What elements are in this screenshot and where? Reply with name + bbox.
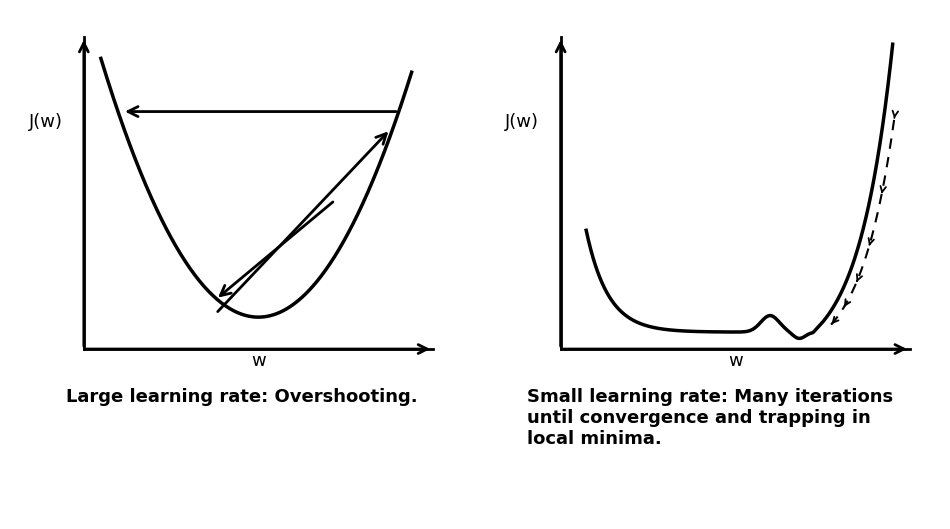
Text: J(w): J(w) [28,113,63,131]
Text: Large learning rate: Overshooting.: Large learning rate: Overshooting. [66,388,417,406]
Text: w: w [251,352,266,370]
Text: Small learning rate: Many iterations
until convergence and trapping in
local min: Small learning rate: Many iterations unt… [526,388,893,448]
Text: w: w [728,352,743,370]
Text: J(w): J(w) [505,113,540,131]
